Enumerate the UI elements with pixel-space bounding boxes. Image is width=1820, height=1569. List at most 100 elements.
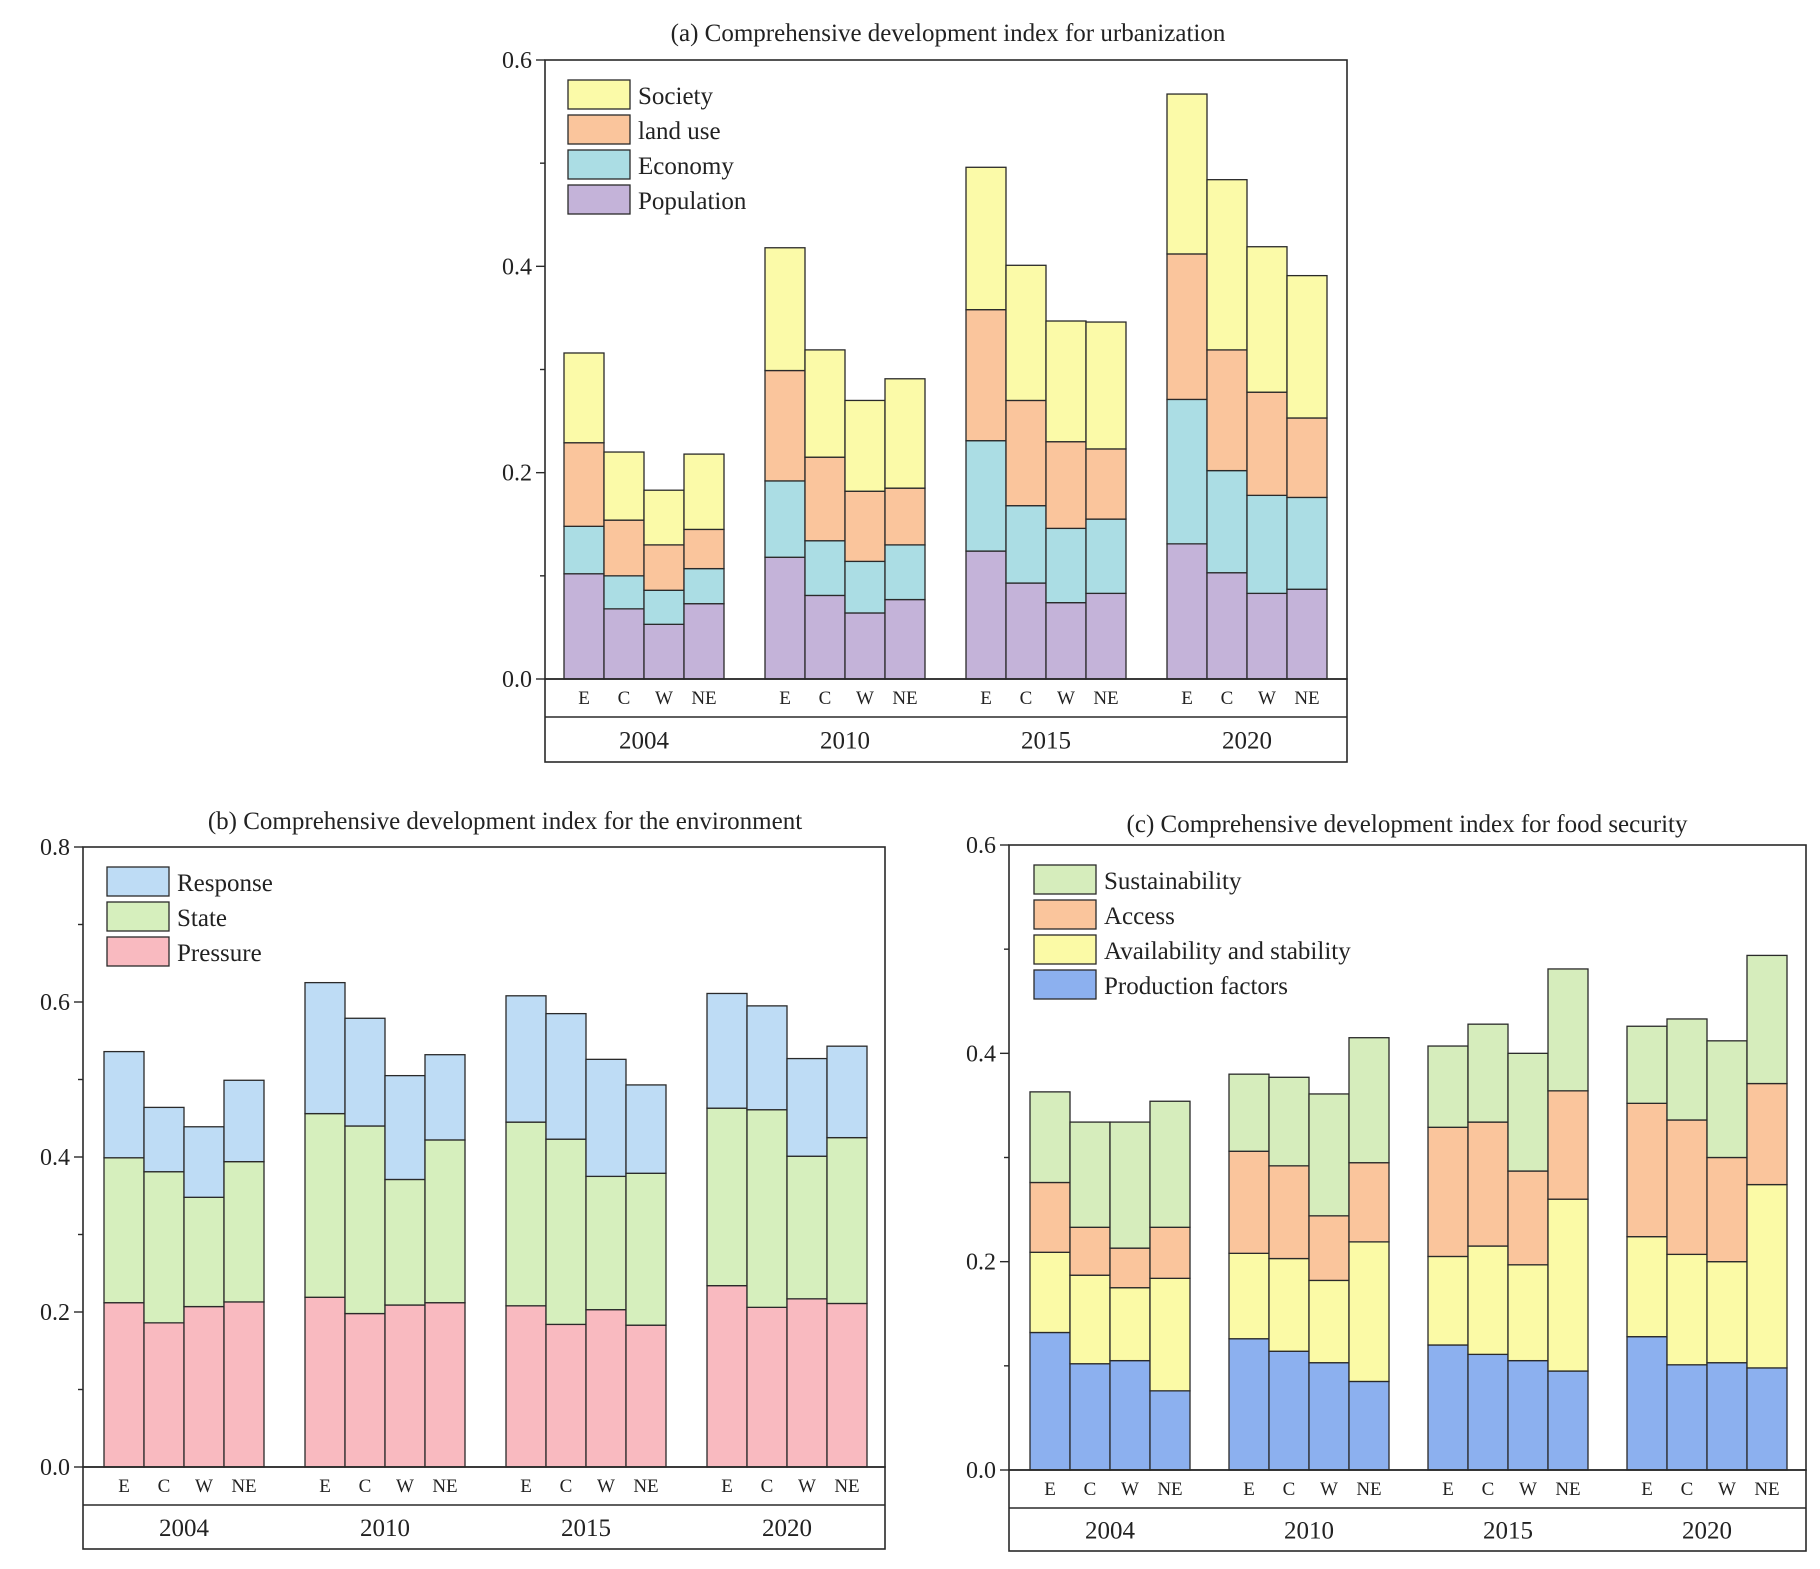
bar-segment-sustainability xyxy=(1746,954,1788,1085)
bar-segment-state xyxy=(786,1155,828,1300)
legend-label: Response xyxy=(177,870,273,897)
bar-segment-society xyxy=(844,399,886,492)
bar-segment-access xyxy=(1666,1119,1708,1256)
bar-segment-land-use xyxy=(1206,349,1248,472)
bar-segment-state xyxy=(424,1139,466,1304)
group-label: 2020 xyxy=(762,1515,812,1542)
category-label: E xyxy=(779,688,791,709)
category-label: NE xyxy=(1754,1479,1779,1500)
legend-label: Society xyxy=(638,83,713,110)
bar-segment-access xyxy=(1308,1215,1350,1282)
bar-segment-pressure xyxy=(424,1302,466,1468)
category-label: E xyxy=(578,688,590,709)
bar-segment-sustainability xyxy=(1706,1040,1748,1159)
category-label: E xyxy=(980,688,992,709)
category-label: W xyxy=(396,1476,414,1497)
bar-segment-response xyxy=(625,1084,667,1174)
bar-segment-society xyxy=(1206,179,1248,351)
bar-segment-sustainability xyxy=(1308,1093,1350,1217)
category-label: E xyxy=(118,1476,130,1497)
bar-segment-access xyxy=(1268,1165,1310,1260)
y-tick-label: 0.6 xyxy=(40,990,70,1016)
bar-segment-land-use xyxy=(804,456,846,542)
y-tick-label: 0.6 xyxy=(966,833,996,859)
bar-segment-economy xyxy=(965,440,1007,552)
bar-segment-response xyxy=(223,1079,265,1163)
category-label: W xyxy=(1718,1479,1736,1500)
bar-segment-access xyxy=(1547,1090,1589,1200)
bar-segment-economy xyxy=(1246,494,1288,595)
category-label: C xyxy=(1482,1479,1495,1500)
bar-segment-response xyxy=(424,1054,466,1141)
group-label: 2004 xyxy=(159,1515,210,1542)
bar-segment-society xyxy=(884,378,926,489)
bar-segment-state xyxy=(143,1171,185,1324)
bar-segment-economy xyxy=(844,560,886,614)
bar-segment-pressure xyxy=(585,1309,627,1468)
axis-band-frame xyxy=(544,678,1348,763)
bar-segment-response xyxy=(143,1106,185,1173)
category-label: E xyxy=(1243,1479,1255,1500)
bar-segment-response xyxy=(384,1074,426,1181)
bar-segment-production-factors xyxy=(1109,1359,1151,1471)
bar-segment-sustainability xyxy=(1069,1121,1111,1228)
bar-segment-economy xyxy=(884,544,926,601)
category-label: W xyxy=(856,688,874,709)
bar-segment-state xyxy=(344,1125,386,1315)
bar-segment-access xyxy=(1706,1156,1748,1263)
bar-segment-population xyxy=(844,612,886,680)
group-label: 2015 xyxy=(1021,728,1071,755)
bar-segment-availability-and-stability xyxy=(1547,1198,1589,1372)
bar-segment-response xyxy=(826,1045,868,1139)
legend-label: Availability and stability xyxy=(1104,938,1351,965)
legend-label: Population xyxy=(638,188,747,215)
bar-segment-response xyxy=(786,1057,828,1157)
category-label: W xyxy=(195,1476,213,1497)
bar-segment-pressure xyxy=(103,1302,145,1468)
category-label: NE xyxy=(691,688,716,709)
category-label: C xyxy=(1020,688,1033,709)
legend-swatch xyxy=(106,866,170,897)
bar-segment-pressure xyxy=(826,1302,868,1468)
category-label: E xyxy=(721,1476,733,1497)
legend-swatch xyxy=(567,184,631,215)
group-label: 2010 xyxy=(820,728,870,755)
category-label: NE xyxy=(892,688,917,709)
category-label: NE xyxy=(1356,1479,1381,1500)
bar-segment-land-use xyxy=(1166,253,1208,401)
bar-segment-population xyxy=(1085,592,1127,680)
bar-segment-production-factors xyxy=(1069,1363,1111,1471)
bar-segment-economy xyxy=(1005,505,1047,584)
bar-segment-sustainability xyxy=(1547,968,1589,1092)
bar-segment-state xyxy=(304,1112,346,1298)
bar-segment-society xyxy=(1246,246,1288,393)
bar-segment-response xyxy=(706,992,748,1109)
chart-b: (b) Comprehensive development index for … xyxy=(40,808,886,1550)
bar-segment-access xyxy=(1507,1170,1549,1266)
bar-segment-production-factors xyxy=(1268,1350,1310,1471)
bar-segment-sustainability xyxy=(1507,1052,1549,1172)
bar-segment-population xyxy=(563,573,605,680)
category-label: C xyxy=(1084,1479,1097,1500)
y-tick-label: 0.0 xyxy=(966,1458,996,1484)
bar-segment-pressure xyxy=(545,1323,587,1468)
legend-label: State xyxy=(177,905,227,932)
bar-segment-economy xyxy=(683,567,725,605)
bar-segment-pressure xyxy=(384,1304,426,1468)
bar-segment-production-factors xyxy=(1706,1362,1748,1471)
category-label: NE xyxy=(1157,1479,1182,1500)
y-tick-label: 0.2 xyxy=(502,461,532,487)
category-label: NE xyxy=(231,1476,256,1497)
category-label: C xyxy=(359,1476,372,1497)
bar-segment-state xyxy=(223,1161,265,1303)
bar-segment-society xyxy=(1085,321,1127,450)
bar-segment-response xyxy=(505,995,547,1123)
bar-segment-land-use xyxy=(603,519,645,577)
bar-segment-land-use xyxy=(563,442,605,527)
bar-segment-access xyxy=(1746,1082,1788,1186)
y-tick-label: 0.0 xyxy=(502,667,532,693)
bar-segment-pressure xyxy=(746,1306,788,1468)
bar-segment-pressure xyxy=(304,1296,346,1468)
category-label: E xyxy=(1044,1479,1056,1500)
bar-segment-sustainability xyxy=(1149,1100,1191,1228)
